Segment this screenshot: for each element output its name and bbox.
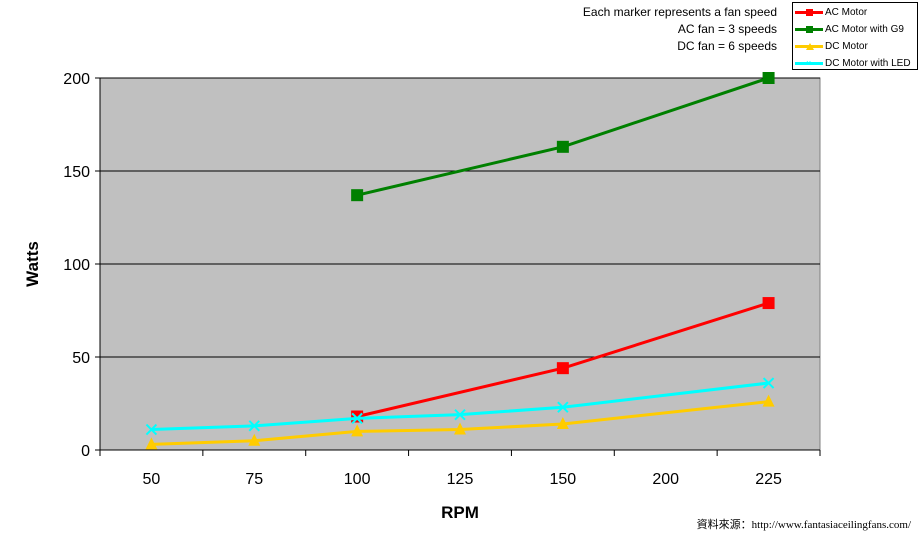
legend-label: DC Motor with LED (825, 57, 911, 69)
series-line-2 (151, 400, 769, 446)
note-line-1: Each marker represents a fan speed (582, 5, 777, 19)
x-tick-label: 75 (245, 471, 263, 488)
data-point (557, 401, 569, 413)
data-point (248, 420, 260, 432)
legend-swatch (795, 21, 823, 37)
x-tick-label: 125 (447, 471, 474, 488)
data-point (762, 297, 775, 310)
y-tick-label: 200 (63, 71, 90, 88)
data-point (762, 394, 775, 407)
note-line-3: DC fan = 6 speeds (677, 39, 777, 53)
y-tick-label: 0 (81, 443, 90, 460)
data-point (145, 423, 158, 436)
legend-label: DC Motor (825, 40, 868, 52)
data-point (762, 377, 775, 389)
legend-label: AC Motor (825, 6, 868, 18)
legend: AC Motor AC Motor with G9 DC Motor × DC … (792, 2, 918, 70)
data-point (556, 140, 569, 153)
legend-label: AC Motor with G9 (825, 23, 904, 35)
legend-item-ac-motor: AC Motor (795, 4, 867, 20)
data-point (351, 189, 364, 202)
data-point (762, 72, 775, 84)
x-tick-label: 100 (344, 471, 371, 488)
x-tick-label: 225 (755, 471, 782, 488)
note-line-2: AC fan = 3 speeds (677, 22, 777, 36)
legend-swatch (795, 38, 823, 54)
data-point (556, 362, 569, 375)
data-point (556, 416, 569, 429)
y-axis-title: Watts (23, 241, 42, 287)
y-tick-label: 150 (63, 164, 90, 181)
data-point (248, 433, 261, 446)
x-tick-label: 150 (550, 471, 577, 488)
y-tick-label: 100 (63, 257, 90, 274)
data-point (351, 412, 363, 425)
data-point (351, 410, 364, 423)
source-credit: 資料來源：http://www.fantasiaceilingfans.com/ (696, 519, 911, 531)
x-axis-title: RPM (441, 503, 479, 522)
x-tick-label: 200 (652, 471, 679, 488)
data-point (454, 408, 466, 421)
legend-item-dc-motor: DC Motor (795, 38, 868, 54)
y-tick-label: 50 (72, 350, 90, 367)
data-point (145, 437, 158, 450)
legend-item-dc-motor-led: × DC Motor with LED (795, 55, 911, 71)
legend-item-ac-motor-g9: AC Motor with G9 (795, 21, 904, 37)
series-line-3 (151, 381, 769, 432)
x-tick-label: 50 (143, 471, 161, 488)
legend-swatch (795, 4, 823, 20)
data-point (454, 422, 466, 435)
legend-swatch: × (795, 55, 823, 71)
data-point (351, 424, 364, 437)
